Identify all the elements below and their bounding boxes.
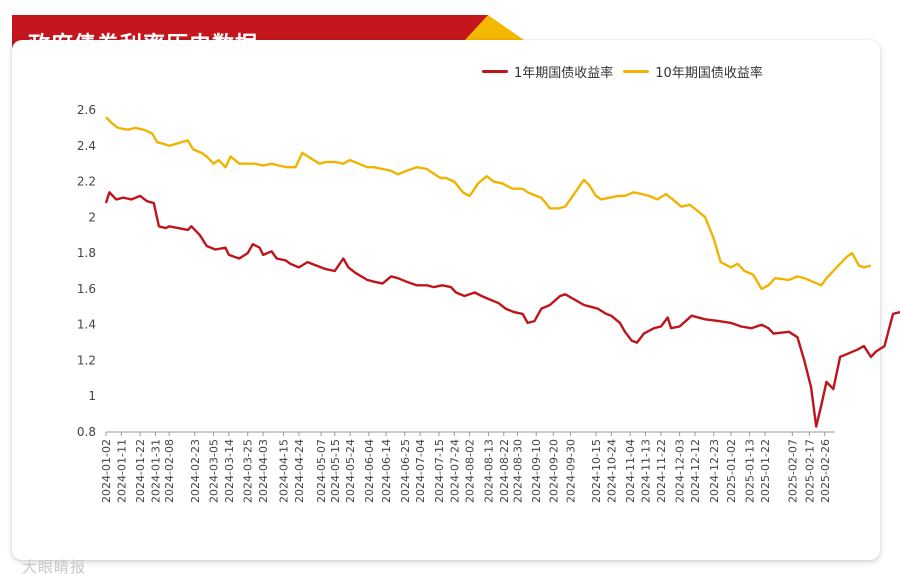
x-tick-label: 2024-03-25 [242,439,255,503]
series-line-1y[interactable] [104,191,900,428]
x-tick-label: 2025-01-02 [725,439,738,503]
y-tick-label: 1.4 [77,318,96,332]
x-tick-label: 2024-10-24 [605,439,618,503]
x-tick-label: 2024-11-13 [639,439,652,503]
x-tick-label: 2025-02-17 [803,439,816,503]
legend-label-10y: 10年期国债收益率 [655,66,763,81]
legend-item-10y[interactable]: 10年期国债收益率 [623,62,763,81]
legend-swatch-1y [482,70,508,73]
series-line-10y[interactable] [105,116,872,291]
y-tick-label: 1.8 [77,246,96,260]
y-tick-label: 2.4 [77,139,96,153]
x-tick-label: 2024-05-24 [344,439,357,503]
x-tick-label: 2024-02-23 [189,439,202,503]
x-tick-label: 2024-05-07 [315,439,328,503]
watermark: 大眼睛报 [22,558,87,576]
x-tick-label: 2024-08-22 [498,439,511,503]
chart-card [12,40,880,560]
x-tick-label: 2024-01-11 [115,439,128,503]
x-tick-label: 2024-11-04 [624,439,637,503]
legend-item-1y[interactable]: 1年期国债收益率 [482,62,613,81]
x-tick-label: 2024-01-22 [134,439,147,503]
x-tick-label: 2024-07-15 [433,439,446,503]
x-tick-label: 2024-03-14 [223,439,236,503]
x-tick-label: 2024-08-13 [482,439,495,503]
y-tick-label: 2.6 [77,103,96,117]
x-tick-label: 2024-06-25 [399,439,412,503]
x-tick-label: 2025-02-26 [819,439,832,503]
y-tick-label: 1.2 [77,353,96,367]
x-tick-label: 2024-07-04 [414,439,427,503]
x-tick-label: 2024-12-12 [689,439,702,503]
x-tick-label: 2024-05-15 [329,439,342,503]
x-tick-label: 2024-10-15 [590,439,603,503]
x-tick-label: 2024-11-22 [655,439,668,503]
y-tick-label: 2.2 [77,175,96,189]
chart-legend: 1年期国债收益率 10年期国债收益率 [482,62,773,81]
x-tick-label: 2025-01-13 [744,439,757,503]
x-tick-label: 2024-09-20 [547,439,560,503]
x-tick-label: 2025-02-07 [786,439,799,503]
x-tick-label: 2024-09-10 [530,439,543,503]
x-tick-label: 2024-04-24 [293,439,306,503]
page-title: 政府债券利率历史数据 [28,33,259,58]
x-tick-label: 2024-06-04 [363,439,376,503]
legend-label-1y: 1年期国债收益率 [514,66,614,81]
x-tick-label: 2024-08-30 [511,439,524,503]
x-tick-label: 2024-02-08 [163,439,176,503]
x-tick-label: 2025-01-22 [759,439,772,503]
x-tick-label: 2024-08-02 [464,439,477,503]
y-tick-label: 2 [88,210,96,224]
x-tick-label: 2024-04-03 [257,439,270,503]
x-tick-label: 2024-04-15 [278,439,291,503]
y-tick-label: 1.6 [77,282,96,296]
legend-swatch-10y [623,70,650,73]
y-tick-label: 0.8 [77,425,96,439]
y-tick-label: 1 [88,389,96,403]
x-tick-label: 2024-06-14 [380,439,393,503]
x-tick-label: 2024-03-05 [208,439,221,503]
x-tick-label: 2024-01-02 [100,439,113,503]
x-tick-label: 2024-12-23 [708,439,721,503]
x-tick-label: 2024-01-31 [150,439,163,503]
x-tick-label: 2024-12-03 [674,439,687,503]
x-tick-label: 2024-09-30 [564,439,577,503]
x-tick-label: 2024-07-24 [448,439,461,503]
